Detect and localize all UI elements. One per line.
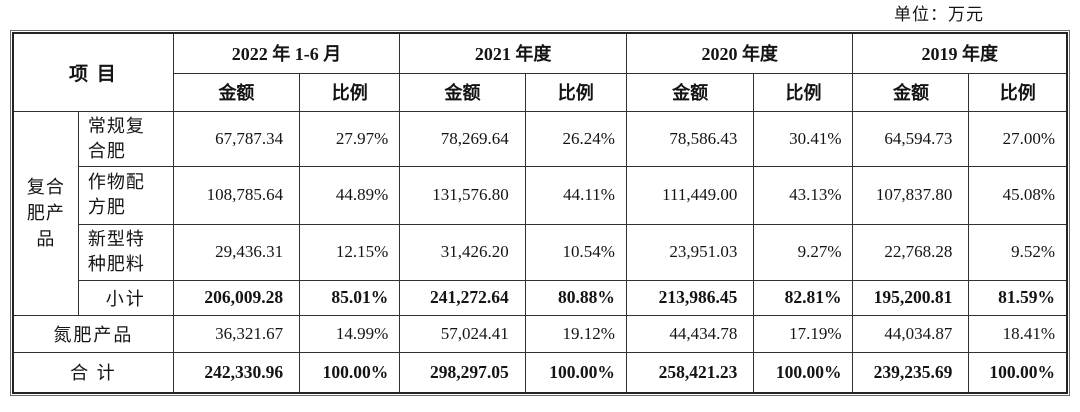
table-row-regular-compound: 复合肥产品 常规复合肥 67,787.34 27.97% 78,269.64 2… [12,110,1068,316]
amount-cell: 107,837.80 [852,165,970,225]
header-amount-2019: 金额 [852,72,970,112]
amount-cell: 239,235.69 [852,351,970,394]
amount-cell: 31,426.20 [399,223,526,281]
amount-cell: 111,449.00 [625,165,755,225]
ratio-cell: 26.24% [524,110,627,167]
ratio-cell: 9.52% [968,223,1068,281]
table-row-new-special: 新型特种肥料 29,436.31 12.15% 31,426.20 10.54%… [13,223,1068,281]
table-row-nitrogen: 氮肥产品 36,321.67 14.99% 57,024.41 19.12% 4… [12,314,1068,353]
amount-cell: 78,269.64 [399,110,526,167]
revenue-table-container: 项 目 2022 年 1-6 月 2021 年度 2020 年度 2019 年度… [10,30,1070,396]
amount-cell: 242,330.96 [172,351,301,394]
ratio-cell: 43.13% [753,165,854,225]
table-row-total: 合 计 242,330.96 100.00% 298,297.05 100.00… [12,351,1068,394]
ratio-cell: 100.00% [299,351,401,394]
ratio-cell: 81.59% [968,279,1068,316]
header-ratio-2019: 比例 [968,72,1068,112]
amount-cell: 44,434.78 [625,314,755,353]
row-label: 新型特种肥料 [77,223,174,281]
ratio-cell: 100.00% [524,351,627,394]
group-label-compound-fertilizer: 复合肥产品 [12,110,79,316]
header-amount-2021: 金额 [399,72,526,112]
revenue-by-product-table: 项 目 2022 年 1-6 月 2021 年度 2020 年度 2019 年度… [12,32,1068,394]
header-period-2019: 2019 年度 [852,32,1068,74]
ratio-cell: 100.00% [968,351,1068,394]
header-ratio-2021: 比例 [524,72,627,112]
amount-cell: 131,576.80 [399,165,526,225]
header-period-2022h1: 2022 年 1-6 月 [172,32,401,74]
row-label-subtotal: 小计 [77,279,174,316]
ratio-cell: 82.81% [753,279,854,316]
ratio-cell: 27.00% [968,110,1068,167]
amount-cell: 298,297.05 [399,351,526,394]
amount-cell: 23,951.03 [625,223,755,281]
header-item: 项 目 [12,32,174,112]
table-row-crop-formula: 作物配方肥 108,785.64 44.89% 131,576.80 44.11… [13,165,1068,225]
amount-cell: 78,586.43 [625,110,755,167]
amount-cell: 57,024.41 [399,314,526,353]
row-label-nitrogen: 氮肥产品 [12,314,174,353]
header-amount-2022h1: 金额 [172,72,301,112]
amount-cell: 64,594.73 [852,110,970,167]
ratio-cell: 80.88% [524,279,627,316]
unit-label: 单位：万元 [894,5,984,24]
header-ratio-2020: 比例 [753,72,854,112]
header-period-2020: 2020 年度 [625,32,854,74]
amount-cell: 44,034.87 [852,314,970,353]
row-label: 作物配方肥 [77,165,174,225]
ratio-cell: 19.12% [524,314,627,353]
ratio-cell: 18.41% [968,314,1068,353]
ratio-cell: 10.54% [524,223,627,281]
amount-cell: 206,009.28 [172,279,301,316]
ratio-cell: 27.97% [299,110,401,167]
ratio-cell: 14.99% [299,314,401,353]
amount-cell: 241,272.64 [399,279,526,316]
ratio-cell: 45.08% [968,165,1068,225]
amount-cell: 213,986.45 [625,279,755,316]
ratio-cell: 9.27% [753,223,854,281]
amount-cell: 258,421.23 [625,351,755,394]
ratio-cell: 44.11% [524,165,627,225]
ratio-cell: 100.00% [753,351,854,394]
header-row-periods: 项 目 2022 年 1-6 月 2021 年度 2020 年度 2019 年度 [12,32,1068,112]
amount-cell: 67,787.34 [172,110,301,167]
amount-cell: 29,436.31 [172,223,301,281]
header-row-measures: 金额 比例 金额 比例 金额 比例 金额 比例 [13,72,1068,112]
header-amount-2020: 金额 [625,72,755,112]
ratio-cell: 44.89% [299,165,401,225]
ratio-cell: 85.01% [299,279,401,316]
amount-cell: 22,768.28 [852,223,970,281]
table-row-subtotal: 小计 206,009.28 85.01% 241,272.64 80.88% 2… [13,279,1068,316]
row-label: 常规复合肥 [77,110,174,167]
header-ratio-2022h1: 比例 [299,72,401,112]
amount-cell: 195,200.81 [852,279,970,316]
amount-cell: 36,321.67 [172,314,301,353]
row-label-total: 合 计 [12,351,174,394]
ratio-cell: 30.41% [753,110,854,167]
header-period-2021: 2021 年度 [399,32,627,74]
ratio-cell: 12.15% [299,223,401,281]
ratio-cell: 17.19% [753,314,854,353]
amount-cell: 108,785.64 [172,165,301,225]
